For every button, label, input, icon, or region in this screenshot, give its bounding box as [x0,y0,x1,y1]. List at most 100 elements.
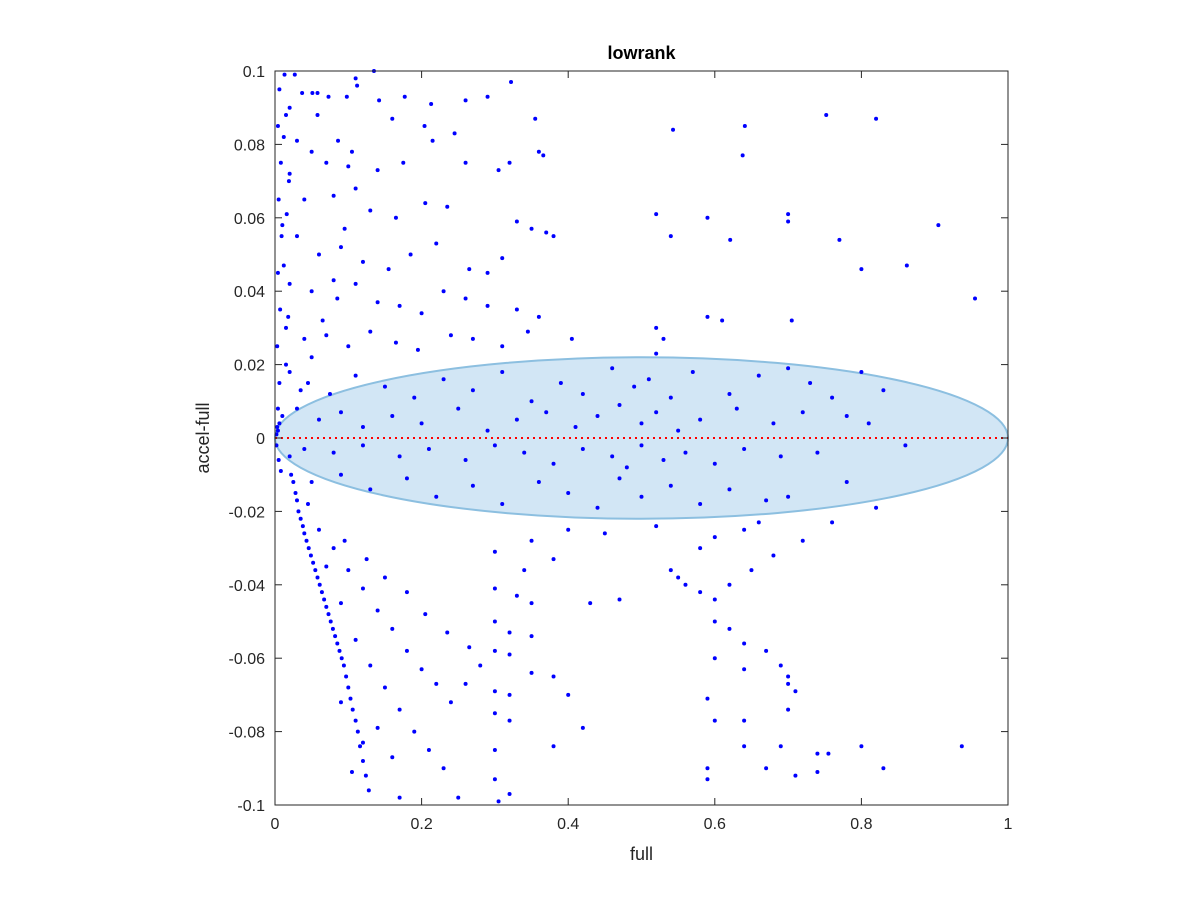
data-point [289,472,294,477]
data-point [309,289,314,294]
data-point [448,333,453,338]
data-point [377,98,382,103]
data-point [654,351,659,356]
data-point [866,421,871,426]
data-point [276,197,281,202]
data-point [580,447,585,452]
data-point [286,314,291,319]
data-point [837,237,842,242]
data-point [360,259,365,264]
data-point [786,219,791,224]
data-point [293,491,298,496]
data-point [668,234,673,239]
data-point [310,91,315,96]
data-point [298,388,303,393]
data-point [654,325,659,330]
data-point [422,124,427,129]
data-point [346,344,351,349]
data-point [536,480,541,485]
data-point [529,226,534,231]
data-point [353,281,358,286]
data-point [514,417,519,422]
data-point [470,388,475,393]
data-point [690,369,695,374]
data-point [485,428,490,433]
data-point [346,164,351,169]
x-tick-label: 0.4 [557,816,579,833]
data-point [712,461,717,466]
data-point [492,619,497,624]
data-point [350,707,355,712]
data-point [463,296,468,301]
data-point [529,399,534,404]
data-point [375,168,380,173]
data-point [393,340,398,345]
data-point [346,685,351,690]
y-tick-label: 0 [256,431,265,448]
data-point [375,725,380,730]
y-axis-ticks: -0.1 -0.08 -0.06 -0.04 -0.02 0 0.02 0.04 0.06 0.0… [229,64,1008,815]
data-point [327,391,332,396]
data-point [415,347,420,352]
data-point [742,447,747,452]
data-point [859,267,864,272]
data-point [463,681,468,686]
data-point [328,619,333,624]
data-point [423,612,428,617]
data-point [742,641,747,646]
data-point [654,410,659,415]
data-point [344,674,349,679]
data-point [315,113,320,118]
data-point [727,391,732,396]
y-tick-label: -0.02 [229,504,266,521]
data-point [904,263,909,268]
data-point [463,98,468,103]
data-point [305,502,310,507]
data-point [742,527,747,532]
data-point [632,384,637,389]
data-point [661,336,666,341]
data-point [316,527,321,532]
data-point [300,91,305,96]
data-point [353,718,358,723]
data-point [786,494,791,499]
data-point [419,421,424,426]
data-point [683,582,688,587]
data-point [492,777,497,782]
data-point [463,458,468,463]
data-point [316,417,321,422]
data-point [485,94,490,99]
data-point [698,590,703,595]
y-tick-label: 0.08 [234,137,265,154]
data-point [335,641,340,646]
data-point [566,491,571,496]
data-point [793,689,798,694]
data-point [844,480,849,485]
data-point [344,94,349,99]
data-point [874,116,879,121]
data-point [500,344,505,349]
data-point [661,458,666,463]
data-point [281,135,286,140]
x-tick-label: 0.2 [410,816,432,833]
data-point [360,424,365,429]
data-point [844,413,849,418]
data-point [740,153,745,158]
data-point [408,252,413,257]
data-point [580,391,585,396]
data-point [390,116,395,121]
y-tick-label: 0.06 [234,211,265,228]
data-point [728,237,733,242]
y-tick-label: -0.06 [229,651,266,668]
data-point [304,538,309,543]
data-point [302,447,307,452]
data-point [705,777,710,782]
y-tick-label: 0.04 [234,284,265,301]
data-point [478,663,483,668]
data-point [492,586,497,591]
data-point [671,127,676,132]
data-point [287,171,292,176]
data-point [306,546,311,551]
data-point [830,395,835,400]
data-point [492,711,497,716]
